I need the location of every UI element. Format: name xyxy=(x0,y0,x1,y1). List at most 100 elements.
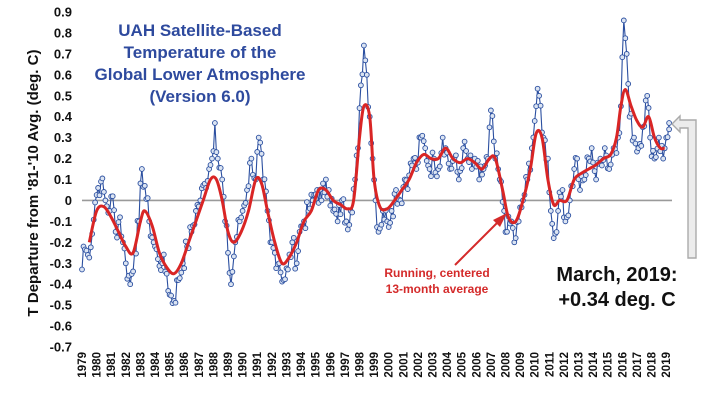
monthly-point xyxy=(346,222,353,228)
monthly-point xyxy=(631,134,637,141)
x-tick-label: 2005 xyxy=(457,351,469,377)
y-tick-label: 0.6 xyxy=(54,67,72,82)
monthly-point xyxy=(144,195,151,201)
y-tick-label: 0.2 xyxy=(54,151,72,166)
monthly-point xyxy=(111,207,117,213)
x-tick-label: 1992 xyxy=(267,352,279,378)
monthly-point xyxy=(122,260,129,267)
y-tick-label: 0.7 xyxy=(54,46,72,61)
monthly-point xyxy=(212,120,218,126)
x-tick-label: 1988 xyxy=(208,351,220,377)
monthly-point xyxy=(292,265,299,272)
monthly-point xyxy=(178,269,185,276)
monthly-point xyxy=(358,82,364,89)
x-tick-label: 2008 xyxy=(501,351,513,377)
monthly-point xyxy=(238,214,245,221)
monthly-point xyxy=(534,85,541,92)
monthly-point xyxy=(601,145,608,151)
monthly-point xyxy=(217,165,224,171)
monthly-point xyxy=(439,134,446,141)
x-tick-label: 1982 xyxy=(121,352,133,378)
monthly-point xyxy=(361,42,367,49)
monthly-point xyxy=(479,171,485,178)
monthly-point xyxy=(588,145,595,151)
x-tick-label: 2017 xyxy=(632,352,644,378)
x-tick-label: 2012 xyxy=(559,352,571,378)
monthly-point xyxy=(285,266,291,273)
x-tick-label: 2001 xyxy=(398,351,410,377)
x-tick-label: 2006 xyxy=(471,352,483,378)
x-tick-label: 2007 xyxy=(486,352,498,378)
monthly-point xyxy=(593,176,599,183)
monthly-point xyxy=(79,266,85,273)
monthly-point xyxy=(139,166,145,172)
monthly-point xyxy=(555,208,561,214)
monthly-point xyxy=(302,225,309,232)
y-axis-label: T Departure from '81-'10 Avg. (deg. C) xyxy=(25,50,42,317)
monthly-point xyxy=(426,166,433,172)
monthly-point xyxy=(304,199,310,205)
monthly-point xyxy=(448,165,455,172)
x-tick-label: 1986 xyxy=(179,352,191,378)
monthly-point xyxy=(320,180,326,187)
x-tick-label: 2010 xyxy=(530,352,542,378)
monthly-point xyxy=(623,51,630,57)
monthly-point xyxy=(613,150,620,156)
title-line-3: Global Lower Atmosphere xyxy=(95,65,306,84)
monthly-point xyxy=(99,175,106,182)
monthly-point xyxy=(625,81,632,87)
x-tick-label: 2013 xyxy=(574,352,586,378)
running-label-line-1: Running, centered xyxy=(384,266,489,280)
monthly-point xyxy=(656,134,662,141)
monthly-point xyxy=(504,228,510,235)
x-tick-label: 1995 xyxy=(311,351,323,377)
monthly-point xyxy=(434,173,440,180)
monthly-point xyxy=(343,218,350,225)
title-line-1: UAH Satellite-Based xyxy=(118,21,281,40)
y-tick-label: -0.2 xyxy=(50,235,72,250)
y-tick-label: -0.3 xyxy=(50,256,72,271)
monthly-point xyxy=(141,182,148,189)
monthly-point xyxy=(647,134,653,141)
callout-background xyxy=(548,260,688,318)
monthly-point xyxy=(388,208,395,214)
monthly-point xyxy=(214,155,221,162)
monthly-point xyxy=(571,166,578,172)
monthly-point xyxy=(664,134,671,140)
monthly-point xyxy=(458,165,465,171)
x-tick-label: 2002 xyxy=(413,352,425,378)
monthly-point xyxy=(390,213,396,220)
running-average-series xyxy=(87,88,666,276)
monthly-point xyxy=(549,220,556,227)
x-tick-label: 1987 xyxy=(194,352,206,378)
monthly-point xyxy=(476,176,483,183)
y-tick-label: -0.5 xyxy=(50,298,72,313)
pointer-arrow-icon xyxy=(671,114,697,259)
monthly-point xyxy=(591,168,598,174)
y-tick-label: 0.1 xyxy=(54,172,72,187)
monthly-point xyxy=(261,176,268,183)
monthly-point xyxy=(489,113,496,119)
x-tick-label: 2009 xyxy=(515,352,527,378)
monthly-point xyxy=(137,180,144,187)
monthly-point xyxy=(422,145,429,151)
monthly-point xyxy=(101,189,107,195)
monthly-point xyxy=(660,155,667,162)
monthly-point xyxy=(213,149,220,155)
monthly-point xyxy=(559,187,566,193)
monthly-point xyxy=(207,162,214,168)
monthly-point xyxy=(219,176,226,183)
y-tick-label: -0.4 xyxy=(50,277,73,292)
title-line-4: (Version 6.0) xyxy=(149,87,250,106)
running-average-annotation: Running, centered 13-month average xyxy=(384,213,507,296)
monthly-point xyxy=(290,234,297,241)
monthly-point xyxy=(404,186,411,192)
monthly-point xyxy=(102,197,109,204)
monthly-point xyxy=(428,173,434,180)
x-tick-label: 2000 xyxy=(384,352,396,378)
monthly-point xyxy=(168,292,174,299)
monthly-point xyxy=(531,118,538,124)
x-tick-label: 1983 xyxy=(135,352,147,378)
monthly-point xyxy=(109,193,116,200)
